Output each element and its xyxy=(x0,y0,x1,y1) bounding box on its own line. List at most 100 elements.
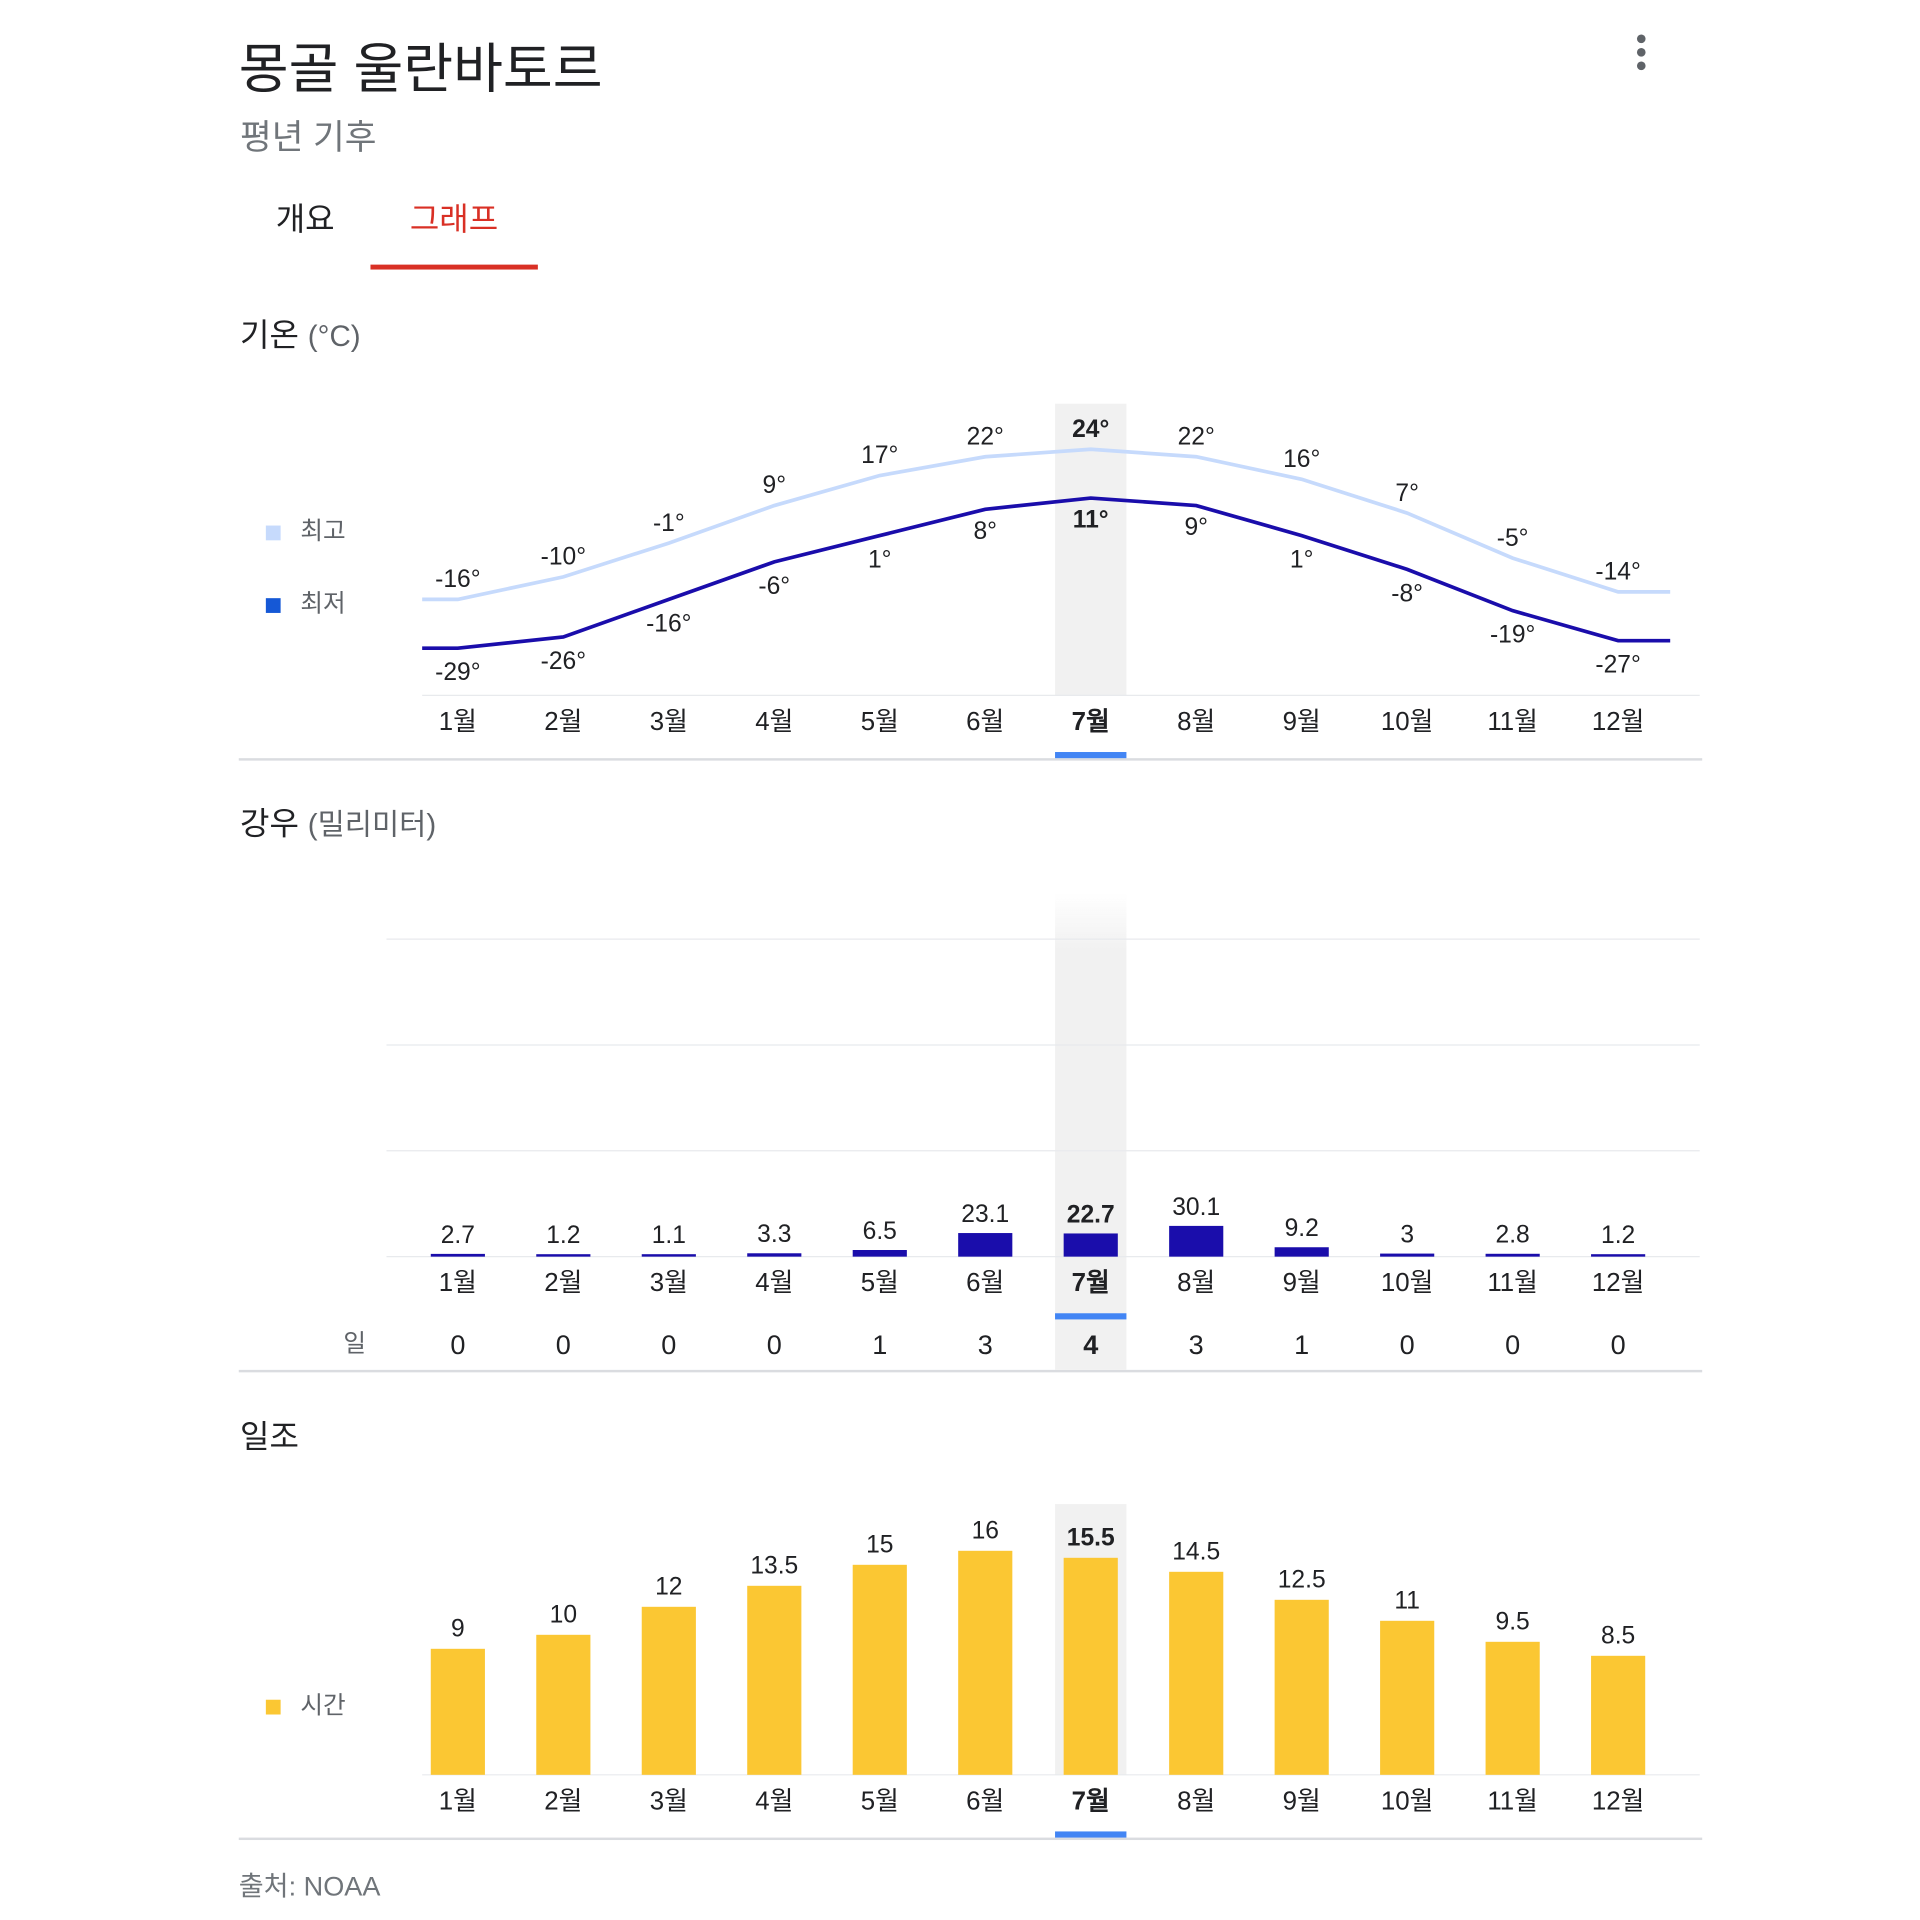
month-label: 6월 xyxy=(966,708,1004,736)
rain-bar[interactable] xyxy=(747,1253,802,1257)
rain-title: 강우 xyxy=(240,804,299,842)
active-tab-indicator xyxy=(370,264,538,270)
sunshine-bar[interactable] xyxy=(1380,1620,1435,1775)
month-label: 7월 xyxy=(1072,1786,1110,1815)
sunshine-bar[interactable] xyxy=(641,1606,696,1775)
legend-high-label: 최고 xyxy=(300,518,346,546)
rain-bar[interactable] xyxy=(1274,1247,1329,1257)
month-label: 10월 xyxy=(1381,1787,1433,1815)
rain-days-value: 0 xyxy=(1400,1329,1415,1360)
month-label: 2월 xyxy=(544,1269,582,1297)
selected-month-indicator[interactable] xyxy=(1055,1313,1127,1320)
rain-value-label: 2.8 xyxy=(1496,1222,1530,1249)
sunshine-heading: 일조 xyxy=(240,1417,299,1455)
rain-days-value: 0 xyxy=(1611,1329,1626,1360)
month-label: 12월 xyxy=(1592,708,1645,736)
legend-sunshine-label: 시간 xyxy=(300,1692,346,1720)
sunshine-bar[interactable] xyxy=(852,1564,907,1775)
sunshine-value-label: 9 xyxy=(451,1616,465,1643)
rain-days-value: 1 xyxy=(1294,1329,1309,1360)
sunshine-bar[interactable] xyxy=(430,1648,485,1775)
selected-month-indicator[interactable] xyxy=(1055,752,1127,759)
rain-bar[interactable] xyxy=(641,1254,696,1257)
month-label: 9월 xyxy=(1283,708,1321,736)
sunshine-value-label: 10 xyxy=(550,1602,577,1629)
month-label: 6월 xyxy=(966,1787,1004,1815)
rain-days-value: 3 xyxy=(978,1329,993,1360)
month-label: 8월 xyxy=(1177,1787,1215,1815)
rain-days-value: 4 xyxy=(1083,1329,1098,1360)
rain-value-label: 2.7 xyxy=(441,1222,475,1249)
month-label: 4월 xyxy=(755,1269,793,1297)
sunshine-bar[interactable] xyxy=(1591,1655,1646,1775)
month-label: 12월 xyxy=(1592,1787,1645,1815)
month-label: 9월 xyxy=(1283,1787,1321,1815)
temp-high-label: -5° xyxy=(1497,525,1529,552)
month-label: 8월 xyxy=(1177,708,1215,736)
temp-high-label: 9° xyxy=(763,472,787,499)
month-label: 5월 xyxy=(861,1787,899,1815)
legend-low-swatch xyxy=(265,597,281,613)
rain-value-label: 9.2 xyxy=(1285,1215,1319,1242)
temp-high-line xyxy=(422,447,1671,602)
sunshine-bar[interactable] xyxy=(1485,1641,1540,1775)
rain-value-label: 30.1 xyxy=(1172,1194,1220,1221)
temp-low-label: -26° xyxy=(541,648,586,675)
temp-high-label: 24° xyxy=(1072,416,1109,443)
sunshine-value-label: 15.5 xyxy=(1067,1525,1115,1552)
temp-high-label: -10° xyxy=(541,544,586,571)
rain-bar[interactable] xyxy=(430,1253,485,1257)
rain-bar[interactable] xyxy=(1063,1233,1118,1257)
sunshine-value-label: 12.5 xyxy=(1278,1567,1326,1594)
rain-heading: 강우 (밀리미터) xyxy=(240,799,436,845)
sunshine-value-label: 11 xyxy=(1394,1588,1420,1615)
legend-sunshine: 시간 xyxy=(265,1685,346,1721)
sunshine-bar[interactable] xyxy=(747,1585,802,1775)
sunshine-bar[interactable] xyxy=(536,1634,591,1775)
sunshine-bar[interactable] xyxy=(1063,1557,1118,1775)
legend-high: 최고 xyxy=(265,511,346,547)
rain-bar[interactable] xyxy=(958,1233,1013,1257)
rain-bar[interactable] xyxy=(852,1250,907,1257)
temperature-unit: (°C) xyxy=(307,320,361,354)
temp-low-label: 1° xyxy=(1290,547,1314,574)
rain-bar[interactable] xyxy=(1591,1254,1646,1257)
rain-bar[interactable] xyxy=(1169,1225,1224,1257)
temp-high-label: 22° xyxy=(1178,423,1215,450)
sunshine-bar[interactable] xyxy=(1274,1599,1329,1775)
month-label: 6월 xyxy=(966,1269,1004,1297)
source-note: 출처: NOAA xyxy=(238,1870,381,1902)
temp-low-label: 8° xyxy=(973,518,997,545)
month-label: 10월 xyxy=(1381,1269,1433,1297)
month-label: 9월 xyxy=(1283,1269,1321,1297)
rain-value-label: 1.2 xyxy=(546,1222,580,1249)
month-label: 2월 xyxy=(544,708,582,736)
selected-month-indicator[interactable] xyxy=(1055,1831,1127,1838)
rain-days-value: 0 xyxy=(1505,1329,1520,1360)
month-label: 4월 xyxy=(755,1787,793,1815)
temp-low-line xyxy=(422,496,1671,651)
tab-overview[interactable]: 개요 xyxy=(275,200,335,238)
rain-bar[interactable] xyxy=(1485,1253,1540,1257)
page-title: 몽골 울란바토르 xyxy=(238,39,603,100)
month-label: 7월 xyxy=(1072,1268,1110,1297)
rain-bar[interactable] xyxy=(1380,1253,1435,1257)
temp-low-label: 1° xyxy=(868,547,892,574)
sunshine-bar[interactable] xyxy=(958,1550,1013,1775)
page-subtitle: 평년 기후 xyxy=(240,118,377,157)
temp-high-label: -14° xyxy=(1595,559,1640,586)
month-label: 1월 xyxy=(439,1269,477,1297)
divider xyxy=(238,1837,1703,1841)
rain-days-value: 0 xyxy=(556,1329,571,1360)
month-label: 11월 xyxy=(1487,1269,1538,1297)
rain-bar[interactable] xyxy=(536,1254,591,1257)
temp-high-label: 7° xyxy=(1395,480,1419,507)
month-label: 5월 xyxy=(861,708,899,736)
tab-graph[interactable]: 그래프 xyxy=(409,200,499,238)
more-vert-icon[interactable] xyxy=(1631,34,1651,76)
sunshine-bar[interactable] xyxy=(1169,1571,1224,1775)
rain-days-label: 일 xyxy=(343,1330,367,1358)
sunshine-value-label: 8.5 xyxy=(1601,1623,1635,1650)
temp-high-label: 16° xyxy=(1283,446,1320,473)
